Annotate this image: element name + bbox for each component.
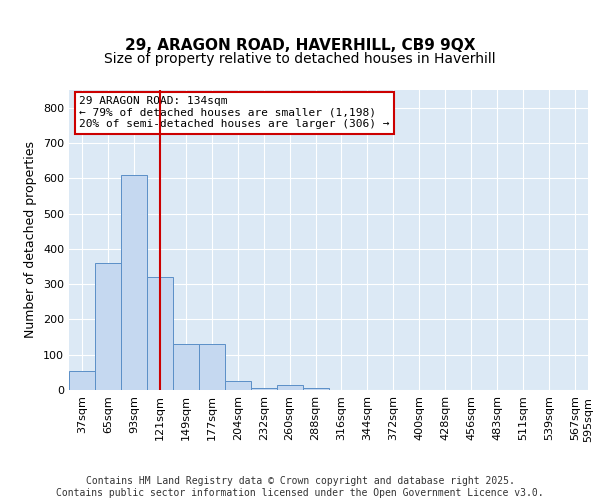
Text: Contains HM Land Registry data © Crown copyright and database right 2025.
Contai: Contains HM Land Registry data © Crown c…: [56, 476, 544, 498]
Bar: [277, 384, 302, 390]
Bar: [69, 370, 95, 390]
Text: 29, ARAGON ROAD, HAVERHILL, CB9 9QX: 29, ARAGON ROAD, HAVERHILL, CB9 9QX: [125, 38, 475, 52]
Bar: [302, 388, 329, 390]
Bar: [199, 344, 224, 390]
Bar: [147, 277, 173, 390]
Y-axis label: Number of detached properties: Number of detached properties: [25, 142, 37, 338]
Text: 595sqm: 595sqm: [583, 397, 593, 442]
Text: 29 ARAGON ROAD: 134sqm
← 79% of detached houses are smaller (1,198)
20% of semi-: 29 ARAGON ROAD: 134sqm ← 79% of detached…: [79, 96, 390, 129]
Bar: [251, 388, 277, 390]
Text: Size of property relative to detached houses in Haverhill: Size of property relative to detached ho…: [104, 52, 496, 66]
Bar: [173, 344, 199, 390]
Bar: [95, 263, 121, 390]
Bar: [225, 381, 251, 390]
Bar: [121, 174, 147, 390]
